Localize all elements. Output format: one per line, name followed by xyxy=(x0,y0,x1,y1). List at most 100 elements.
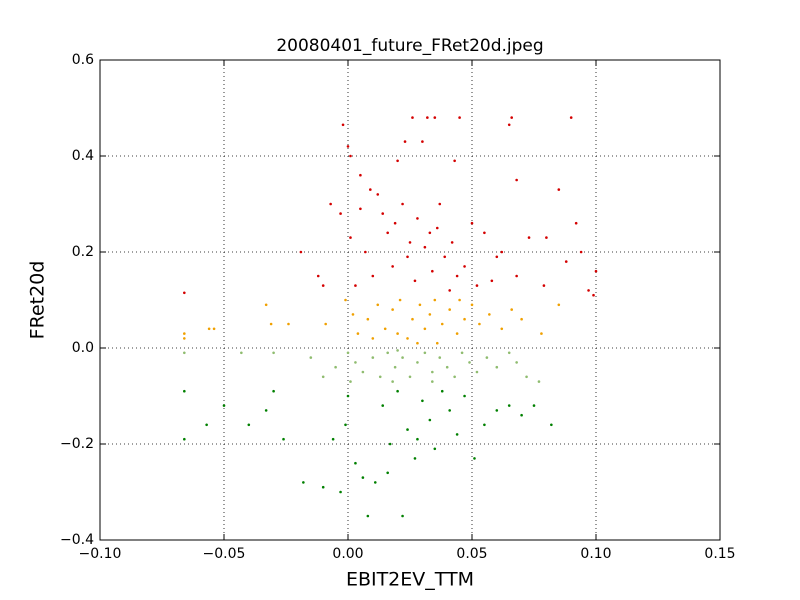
point xyxy=(264,409,268,412)
point xyxy=(440,322,444,326)
point xyxy=(421,399,424,403)
point xyxy=(485,356,489,359)
x-tick-label: 0.10 xyxy=(580,546,611,562)
point xyxy=(483,423,486,427)
point xyxy=(349,236,352,239)
point xyxy=(329,202,332,206)
point xyxy=(183,332,186,335)
point xyxy=(540,332,543,335)
point xyxy=(386,231,389,235)
point xyxy=(490,279,494,283)
point xyxy=(557,303,561,307)
point xyxy=(428,231,432,235)
point xyxy=(483,231,486,235)
point xyxy=(364,250,367,254)
point xyxy=(207,327,211,331)
x-tick-label: 0.15 xyxy=(704,546,735,562)
point xyxy=(369,188,372,191)
point xyxy=(431,269,434,273)
point xyxy=(500,327,504,331)
point xyxy=(378,375,382,379)
point xyxy=(470,303,474,307)
point xyxy=(515,361,518,364)
y-tick-label: 0.4 xyxy=(72,148,94,164)
point xyxy=(435,341,439,345)
point xyxy=(515,274,518,278)
point xyxy=(458,298,461,302)
y-axis-label: FRet20d xyxy=(27,261,49,340)
point xyxy=(423,351,427,355)
point xyxy=(416,217,419,220)
point xyxy=(282,437,285,441)
point xyxy=(574,221,578,225)
point xyxy=(205,423,208,427)
point xyxy=(339,212,342,215)
point xyxy=(495,255,499,259)
point xyxy=(183,389,186,393)
point xyxy=(309,356,313,359)
y-tick-label: 0.6 xyxy=(72,52,94,68)
point xyxy=(428,313,432,316)
point xyxy=(460,351,464,355)
point xyxy=(396,332,399,335)
point xyxy=(302,481,305,484)
point xyxy=(557,188,561,191)
point xyxy=(411,317,414,321)
point xyxy=(448,308,451,311)
point xyxy=(354,461,357,465)
point xyxy=(344,298,347,302)
point xyxy=(438,356,442,359)
point xyxy=(527,236,531,239)
y-tick-label: 0.0 xyxy=(72,340,94,356)
point xyxy=(507,351,511,355)
point xyxy=(431,370,434,374)
point xyxy=(366,317,370,321)
point xyxy=(383,327,387,331)
point xyxy=(495,365,499,369)
point xyxy=(272,351,275,355)
point xyxy=(507,404,511,407)
point xyxy=(398,298,402,302)
point xyxy=(371,356,375,359)
x-tick-label: 0.05 xyxy=(456,546,487,562)
point xyxy=(299,250,303,254)
point xyxy=(212,327,216,331)
point xyxy=(520,317,523,321)
point xyxy=(371,337,375,340)
point xyxy=(396,159,399,163)
point xyxy=(418,303,422,307)
point xyxy=(433,447,437,451)
point xyxy=(453,375,456,379)
point xyxy=(376,303,380,307)
chart-title: 20080401_future_FRet20d.jpeg xyxy=(276,36,543,56)
point xyxy=(569,116,573,119)
point xyxy=(426,116,429,119)
x-tick-label: −0.10 xyxy=(79,546,122,562)
point xyxy=(488,313,491,316)
point xyxy=(373,481,377,484)
point xyxy=(222,404,226,407)
point xyxy=(354,284,357,287)
point xyxy=(391,265,394,268)
point xyxy=(406,428,409,431)
point xyxy=(433,298,437,302)
point xyxy=(435,226,439,230)
point xyxy=(579,250,583,254)
point xyxy=(287,322,290,326)
point xyxy=(391,308,394,311)
point xyxy=(324,322,327,326)
point xyxy=(510,308,513,311)
point xyxy=(346,145,350,148)
point xyxy=(316,274,320,278)
point xyxy=(351,313,355,316)
point xyxy=(393,221,397,225)
point xyxy=(361,370,365,374)
point xyxy=(406,255,409,259)
point xyxy=(396,349,399,352)
point xyxy=(401,514,404,518)
point xyxy=(475,370,479,374)
point xyxy=(455,332,459,335)
point xyxy=(455,274,459,278)
point xyxy=(361,476,365,479)
point xyxy=(183,337,186,340)
